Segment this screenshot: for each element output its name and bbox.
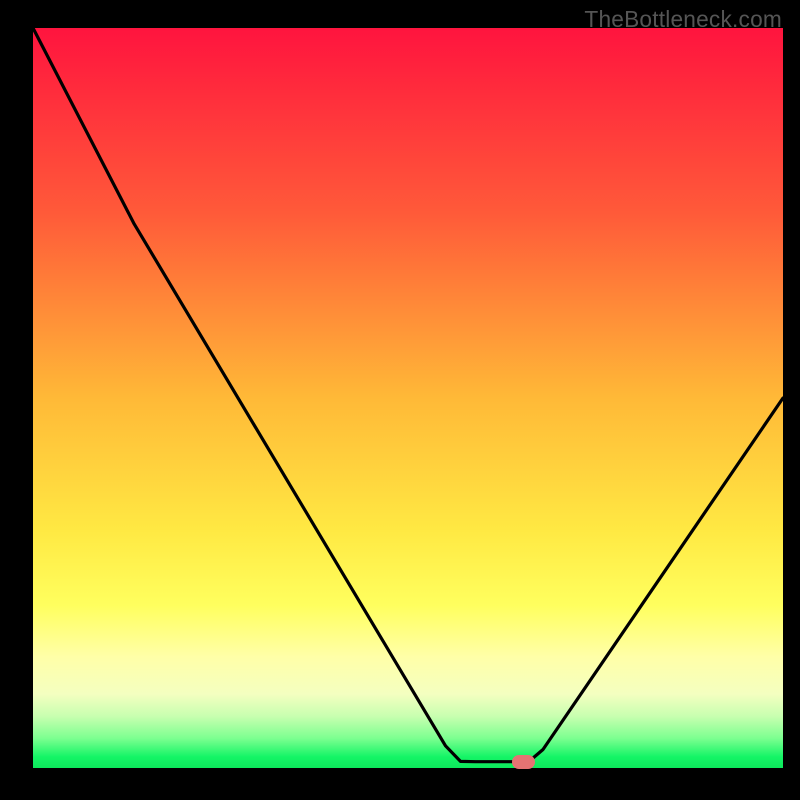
chart-curve bbox=[33, 28, 783, 768]
bottleneck-curve bbox=[33, 28, 783, 762]
minimum-marker bbox=[512, 755, 535, 769]
watermark-text: TheBottleneck.com bbox=[584, 6, 782, 33]
